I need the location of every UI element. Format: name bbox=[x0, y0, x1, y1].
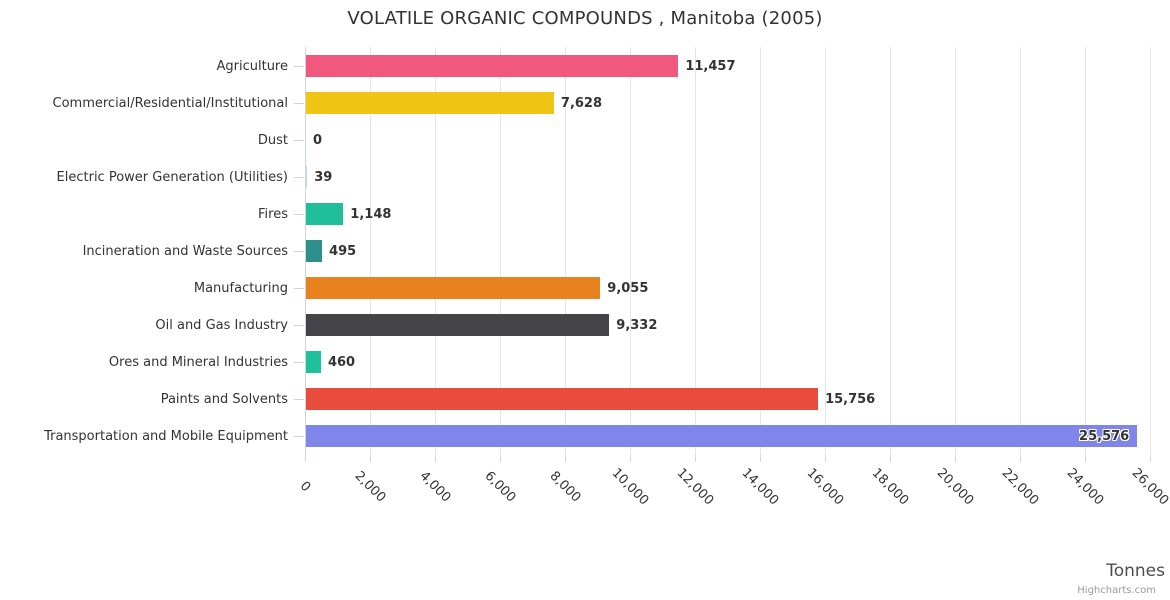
category-label: Oil and Gas Industry bbox=[155, 318, 288, 334]
x-axis-label: 8,000 bbox=[546, 468, 584, 506]
category-label: Agriculture bbox=[216, 58, 289, 74]
gridline bbox=[370, 47, 371, 455]
gridline bbox=[435, 47, 436, 455]
category-tick bbox=[294, 139, 304, 141]
value-label: 1,148 bbox=[350, 206, 392, 222]
x-axis-tick bbox=[565, 455, 566, 462]
category-tick bbox=[294, 325, 304, 327]
x-axis-label: 10,000 bbox=[608, 465, 652, 509]
x-axis-label: 4,000 bbox=[416, 468, 454, 506]
x-axis-tick bbox=[1085, 455, 1086, 462]
category-label: Ores and Mineral Industries bbox=[108, 355, 288, 371]
value-label: 25,576 bbox=[1079, 429, 1130, 445]
y-axis-line bbox=[305, 47, 306, 455]
value-label: 11,457 bbox=[685, 58, 736, 74]
x-axis-label: 26,000 bbox=[1128, 465, 1170, 509]
bar-oil-and-gas-industry[interactable] bbox=[306, 314, 610, 337]
x-axis-label: 16,000 bbox=[803, 465, 847, 509]
category-tick bbox=[294, 213, 304, 215]
x-axis-tick bbox=[305, 455, 306, 462]
gridline bbox=[630, 47, 631, 455]
x-axis-label: 14,000 bbox=[738, 465, 782, 509]
x-axis-tick bbox=[370, 455, 371, 462]
category-label: Electric Power Generation (Utilities) bbox=[56, 169, 288, 185]
x-axis-label: 18,000 bbox=[868, 465, 912, 509]
gridline bbox=[760, 47, 761, 455]
category-label: Commercial/Residential/Institutional bbox=[52, 95, 289, 111]
x-axis-tick bbox=[435, 455, 436, 462]
x-axis-tick bbox=[825, 455, 826, 462]
x-axis-label: 2,000 bbox=[351, 468, 389, 506]
bar-incineration-and-waste-sources[interactable] bbox=[306, 240, 323, 262]
category-tick bbox=[294, 251, 304, 252]
gridline bbox=[825, 47, 826, 455]
x-axis-label: 24,000 bbox=[1063, 465, 1107, 509]
category-label: Transportation and Mobile Equipment bbox=[44, 429, 288, 445]
bar-manufacturing[interactable] bbox=[306, 277, 601, 300]
category-tick bbox=[294, 436, 304, 438]
x-axis-tick bbox=[955, 455, 956, 462]
category-tick bbox=[294, 288, 304, 290]
x-axis-tick bbox=[695, 455, 696, 462]
bar-fires[interactable] bbox=[306, 202, 344, 225]
x-axis-label: 0 bbox=[296, 478, 314, 496]
value-label: 9,055 bbox=[607, 281, 649, 297]
x-axis-label: 20,000 bbox=[933, 465, 977, 509]
x-axis-label: 6,000 bbox=[481, 468, 519, 506]
credits-link[interactable]: Highcharts.com bbox=[1077, 585, 1156, 596]
value-label: 15,756 bbox=[825, 392, 876, 408]
category-tick bbox=[294, 399, 304, 401]
bar-paints-and-solvents[interactable] bbox=[306, 388, 819, 411]
gridline bbox=[565, 47, 566, 455]
bar-transportation-and-mobile-equipment[interactable] bbox=[306, 425, 1138, 448]
category-label: Fires bbox=[258, 206, 288, 222]
value-label: 9,332 bbox=[616, 318, 658, 334]
gridline bbox=[1085, 47, 1086, 455]
bar-electric-power-generation-utilities[interactable] bbox=[306, 165, 308, 188]
bar-ores-and-mineral-industries[interactable] bbox=[306, 351, 321, 374]
category-label: Manufacturing bbox=[193, 281, 288, 297]
gridline bbox=[500, 47, 501, 455]
x-axis-tick bbox=[1150, 455, 1151, 462]
gridline bbox=[890, 47, 891, 455]
x-axis-label: 12,000 bbox=[673, 465, 717, 509]
x-axis-tick bbox=[1020, 455, 1021, 462]
x-axis-title: Tonnes bbox=[1106, 561, 1165, 581]
category-tick bbox=[294, 176, 304, 178]
category-tick bbox=[294, 102, 304, 104]
value-label: 495 bbox=[329, 244, 357, 259]
x-axis-tick bbox=[500, 455, 501, 462]
x-axis-tick bbox=[760, 455, 761, 462]
category-label: Paints and Solvents bbox=[160, 392, 288, 408]
value-label: 460 bbox=[327, 355, 356, 371]
value-label: 39 bbox=[314, 169, 333, 185]
category-tick bbox=[294, 65, 304, 67]
bar-commercial-residential-institutional[interactable] bbox=[306, 91, 554, 114]
bar-agriculture[interactable] bbox=[306, 54, 679, 77]
category-tick bbox=[294, 362, 304, 364]
category-label: Dust bbox=[257, 132, 288, 148]
gridline bbox=[1020, 47, 1021, 455]
value-label: 0 bbox=[313, 132, 323, 148]
x-axis-label: 22,000 bbox=[998, 465, 1042, 509]
chart-title: VOLATILE ORGANIC COMPOUNDS , Manitoba (2… bbox=[347, 8, 823, 29]
x-axis-tick bbox=[630, 455, 631, 462]
gridline bbox=[955, 47, 956, 455]
gridline bbox=[695, 47, 696, 455]
gridline bbox=[1150, 47, 1151, 455]
x-axis-tick bbox=[890, 455, 891, 462]
category-label: Incineration and Waste Sources bbox=[82, 244, 288, 259]
value-label: 7,628 bbox=[560, 95, 603, 111]
